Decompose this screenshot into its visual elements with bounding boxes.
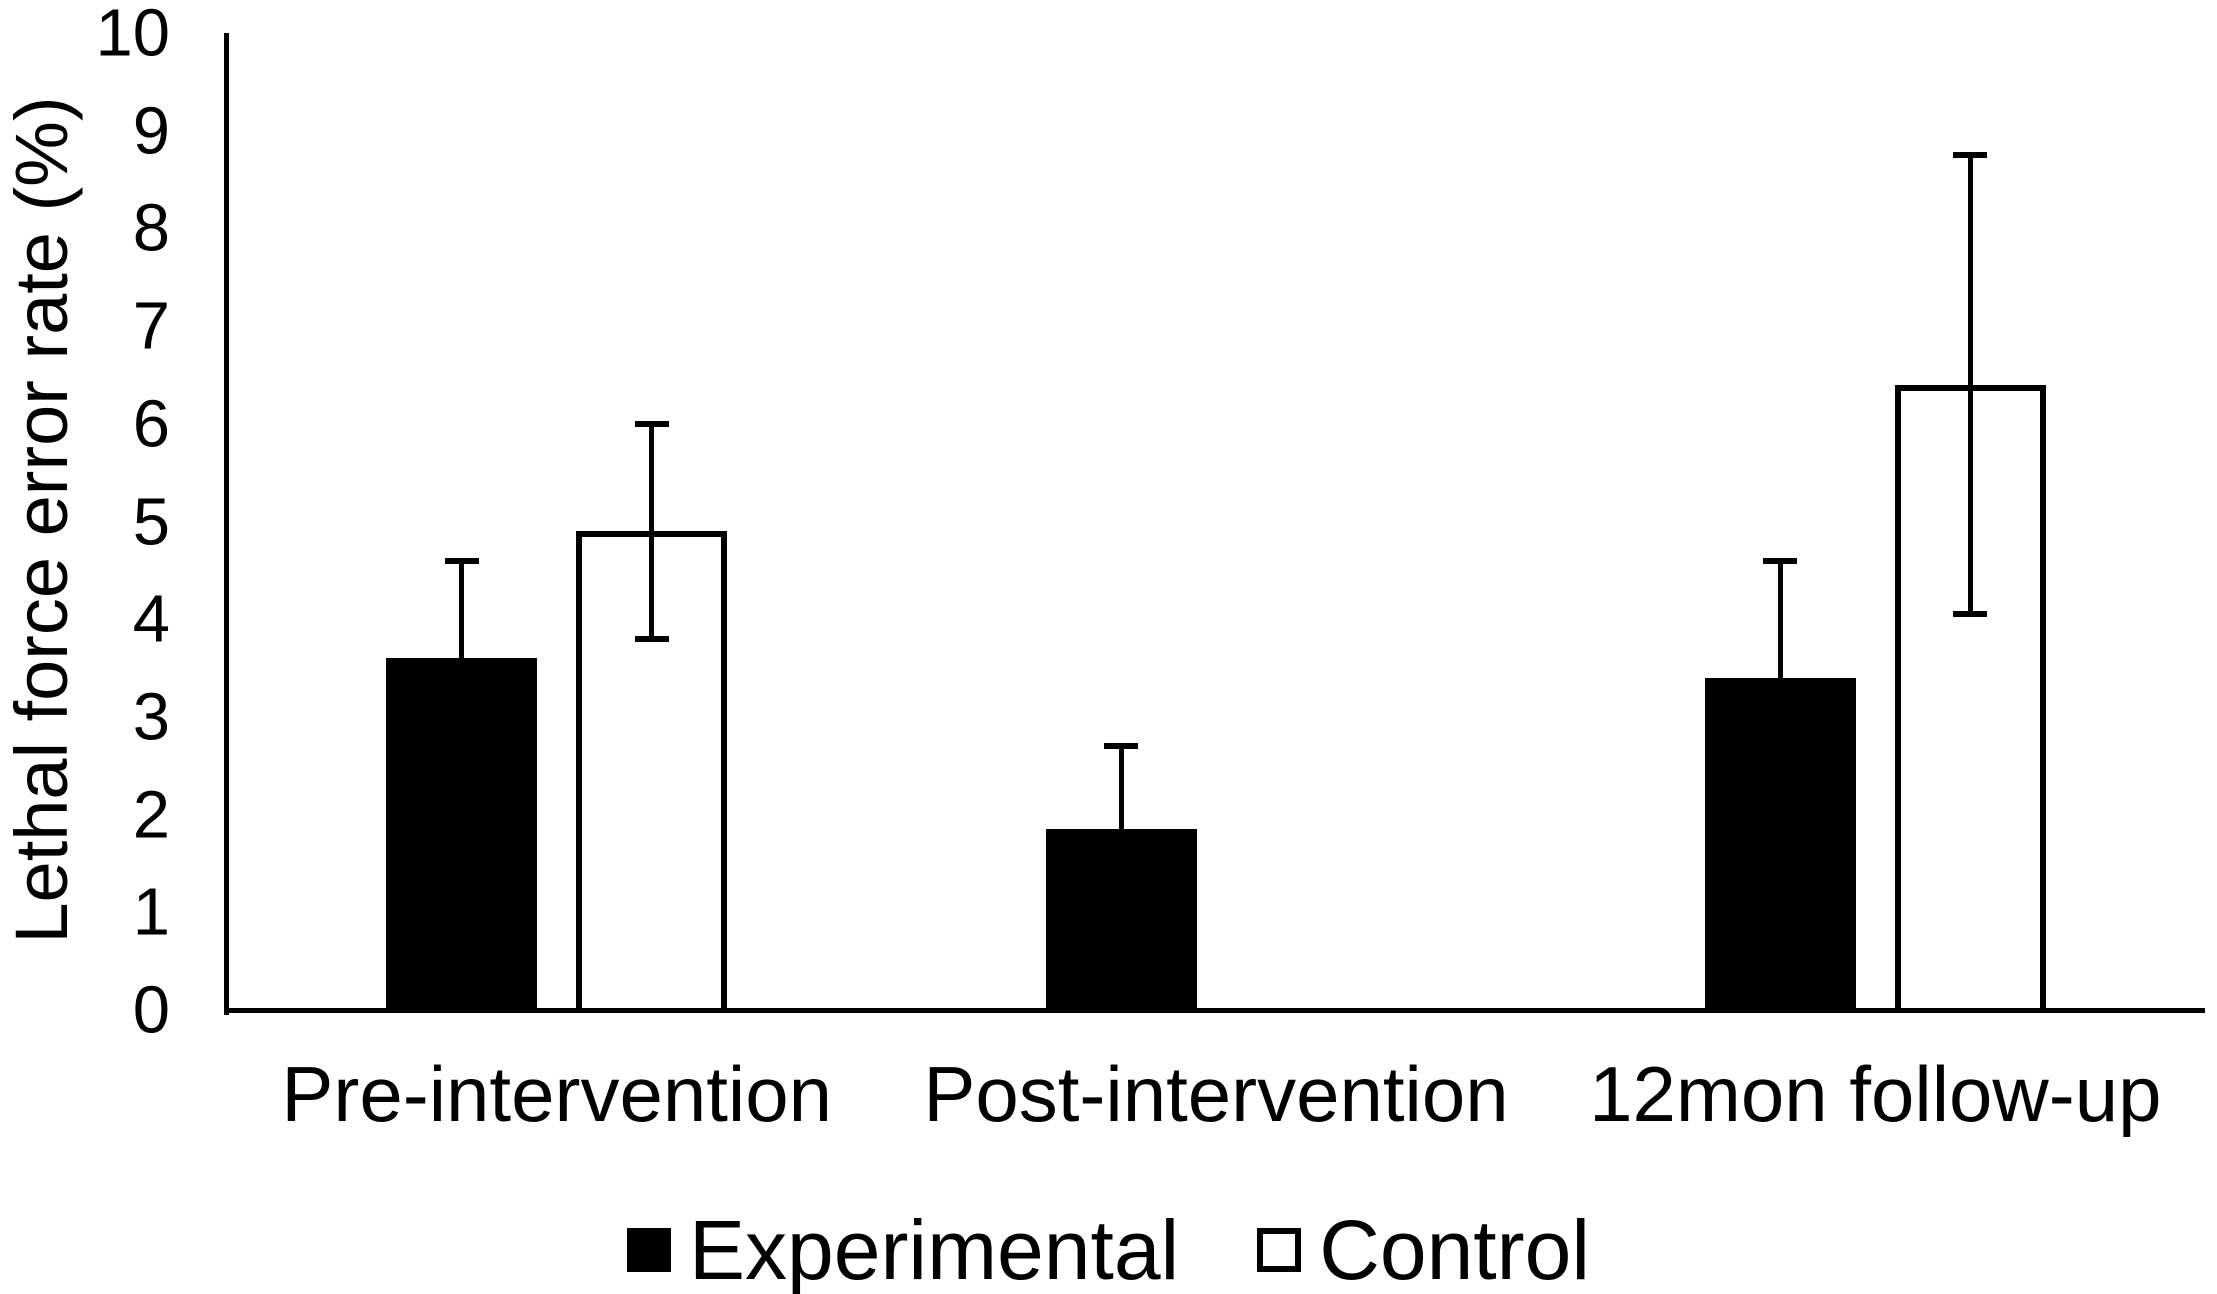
legend-label-control: Control [1319, 1203, 1590, 1294]
y-tick-label-7: 7 [132, 288, 170, 364]
legend: Experimental Control [0, 1208, 2217, 1292]
x-axis-line [224, 1008, 2205, 1013]
y-tick-label-8: 8 [132, 190, 170, 266]
y-tick-label-3: 3 [132, 679, 170, 755]
error-cap-top-experimental-post-intervention [1104, 743, 1138, 750]
y-tick-label-10: 10 [95, 0, 170, 71]
y-axis-line [224, 33, 229, 1015]
error-cap-bottom-experimental-pre-intervention [444, 752, 479, 759]
legend-label-experimental: Experimental [688, 1203, 1180, 1294]
y-tick-label-6: 6 [132, 386, 170, 462]
error-bar-control-12mon-follow-up [1967, 155, 1973, 615]
y-tick-label-4: 4 [132, 581, 170, 657]
error-cap-top-experimental-pre-intervention [444, 557, 479, 564]
legend-item-experimental: Experimental [626, 1203, 1180, 1294]
error-bar-experimental-post-intervention [1118, 746, 1124, 913]
error-bar-experimental-12mon-follow-up [1777, 560, 1783, 796]
x-category-label-post-intervention: Post-intervention [923, 1050, 1509, 1138]
x-category-label-pre-intervention: Pre-intervention [281, 1050, 832, 1138]
y-tick-label-5: 5 [132, 484, 170, 559]
error-cap-top-control-12mon-follow-up [1953, 152, 1988, 159]
y-tick-label-1: 1 [132, 874, 170, 950]
error-cap-bottom-experimental-post-intervention [1104, 909, 1138, 916]
y-tick-label-9: 9 [132, 93, 170, 169]
legend-item-control: Control [1257, 1208, 1590, 1292]
x-category-label-12mon-follow-up: 12mon follow-up [1589, 1050, 2162, 1138]
error-cap-top-experimental-12mon-follow-up [1763, 557, 1798, 564]
legend-swatch-control-icon [1257, 1228, 1302, 1272]
y-tick-label-2: 2 [132, 777, 170, 853]
y-tick-label-0: 0 [132, 972, 170, 1048]
error-cap-bottom-control-pre-intervention [634, 635, 669, 642]
error-cap-bottom-experimental-12mon-follow-up [1763, 792, 1798, 799]
error-bar-experimental-pre-intervention [459, 560, 465, 756]
legend-swatch-experimental-icon [626, 1228, 671, 1272]
bar-control-12mon-follow-up [1894, 384, 2046, 1010]
error-cap-bottom-control-12mon-follow-up [1953, 611, 1988, 618]
error-cap-top-control-pre-intervention [634, 420, 669, 427]
error-bar-control-pre-intervention [649, 423, 655, 639]
